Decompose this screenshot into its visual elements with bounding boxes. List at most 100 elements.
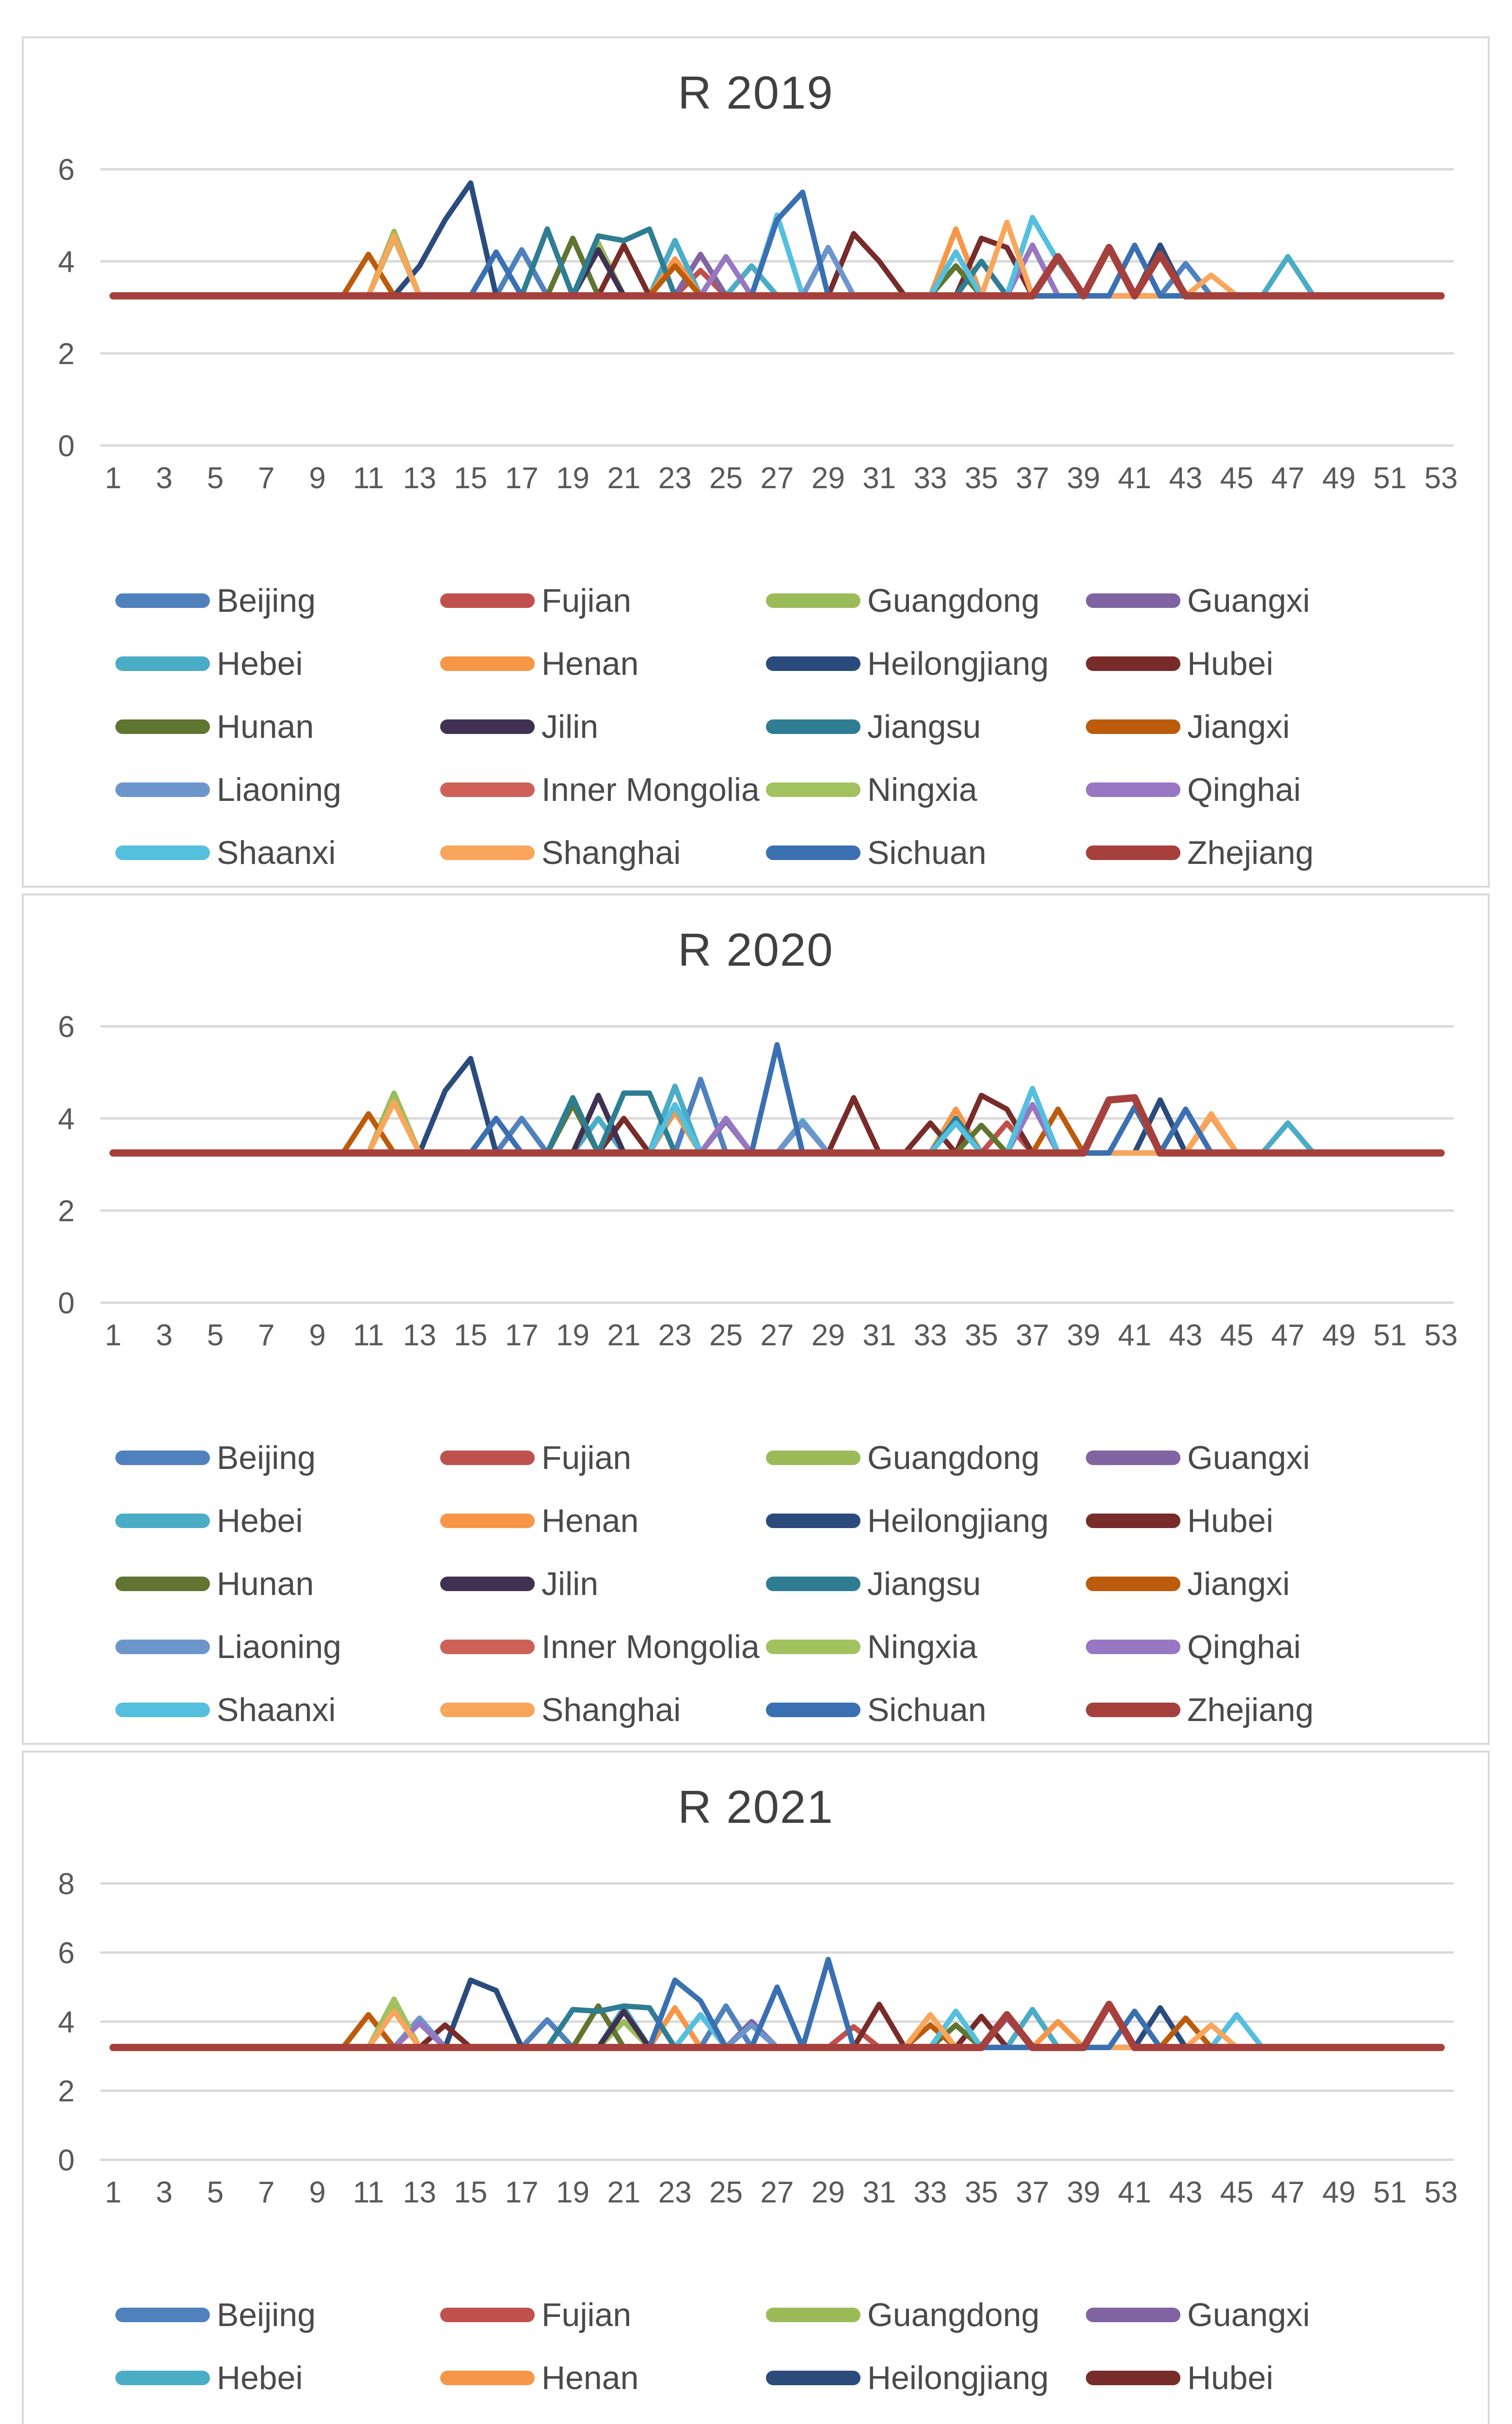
legend-label: Hunan [217, 1565, 314, 1602]
series-line-shanghai [110, 219, 1444, 299]
x-tick-label: 11 [353, 1319, 384, 1352]
legend-swatch-icon [115, 1703, 210, 1717]
chart-title: R 2019 [678, 67, 834, 119]
legend-item: Jilin [440, 2409, 766, 2424]
legend-item: Jiangxi [1086, 2409, 1444, 2424]
legend-swatch-icon [115, 1451, 210, 1465]
x-tick-label: 43 [1169, 2176, 1202, 2209]
legend-label: Liaoning [217, 771, 342, 808]
legend-swatch-icon [440, 1577, 535, 1591]
series-line-jilin [110, 1093, 1444, 1156]
legend-label: Henan [541, 1502, 639, 1539]
y-tick-label: 0 [58, 430, 75, 463]
legend-item: Qinghai [1086, 758, 1444, 821]
x-tick-label: 23 [658, 1319, 692, 1352]
series-line-hebei [110, 238, 1444, 299]
legend-item: Shanghai [440, 821, 766, 884]
series-line-shaanxi [110, 1085, 1444, 1156]
x-tick-label: 39 [1067, 2176, 1100, 2209]
x-tick-label: 27 [761, 1319, 794, 1352]
y-tick-label: 4 [58, 1102, 75, 1136]
legend-label: Beijing [217, 2296, 316, 2333]
legend-item: Guangdong [766, 2283, 1086, 2346]
x-tick-label: 37 [1016, 1319, 1049, 1352]
legend-item: Sichuan [766, 821, 1086, 884]
legend-label: Hebei [217, 1502, 303, 1539]
series-line-sichuan [110, 1042, 1444, 1156]
series-line-liaoning [110, 245, 1444, 299]
series-line-zhejiang [109, 2000, 1445, 2051]
series-line-zhejiang [109, 1094, 1445, 1157]
x-tick-label: 45 [1220, 462, 1254, 495]
legend-swatch-icon [440, 1514, 535, 1528]
series-line-hunan [110, 2003, 1444, 2050]
legend-swatch-icon [440, 719, 535, 734]
series-line-qinghai [110, 1102, 1444, 1156]
legend-label: Jilin [541, 1565, 599, 1602]
legend-item: Heilongjiang [766, 1489, 1086, 1552]
legend-item: Heilongjiang [766, 2346, 1086, 2409]
legend-item: Inner Mongolia [440, 1615, 766, 1678]
legend-item: Henan [440, 1489, 766, 1552]
x-tick-label: 13 [403, 462, 436, 495]
series-line-ningxia [110, 236, 1444, 299]
x-tick-label: 41 [1118, 462, 1151, 495]
legend-swatch-icon [115, 2308, 210, 2322]
legend-item: Inner Mongolia [440, 758, 766, 821]
x-tick-label: 53 [1424, 2176, 1458, 2209]
x-tick-label: 53 [1424, 1319, 1458, 1352]
legend-swatch-icon [766, 656, 860, 671]
legend-item: Hubei [1086, 2346, 1444, 2409]
legend-swatch-icon [1086, 2371, 1180, 2385]
x-tick-label: 17 [505, 462, 539, 495]
legend-item: Hunan [115, 1552, 440, 1615]
legend-label: Jilin [541, 708, 599, 745]
legend-item: Hebei [115, 632, 440, 695]
legend-label: Shanghai [541, 1691, 681, 1728]
legend-label: Jiangsu [867, 2422, 981, 2424]
x-tick-label: 27 [761, 462, 794, 495]
x-tick-label: 7 [258, 462, 274, 495]
series-line-sichuan [110, 1957, 1444, 2050]
x-tick-label: 31 [862, 2176, 896, 2209]
legend-label: Henan [541, 645, 639, 682]
y-tick-label: 2 [58, 337, 75, 371]
legend-label: Fujian [541, 2296, 632, 2333]
legend-swatch-icon [1086, 782, 1180, 797]
x-tick-label: 11 [353, 2176, 384, 2209]
x-tick-label: 39 [1067, 1319, 1100, 1352]
x-tick-label: 3 [156, 2176, 172, 2209]
x-tick-label: 23 [658, 462, 692, 495]
legend-item: Jiangxi [1086, 695, 1444, 758]
series-line-zhejiang [109, 244, 1445, 300]
series-line-beijing [110, 1076, 1444, 1156]
x-tick-label: 17 [505, 1319, 539, 1352]
legend-item: Ningxia [766, 758, 1086, 821]
legend-label: Qinghai [1187, 771, 1301, 808]
x-tick-label: 47 [1271, 1319, 1305, 1352]
legend-label: Liaoning [217, 1628, 342, 1665]
x-tick-label: 49 [1322, 2176, 1355, 2209]
x-tick-label: 9 [309, 2176, 326, 2209]
legend-item: Jilin [440, 695, 766, 758]
x-tick-label: 15 [454, 2176, 487, 2209]
series-line-henan [110, 2005, 1444, 2050]
legend-swatch-icon [766, 2371, 860, 2385]
x-tick-label: 29 [812, 1319, 845, 1352]
series-line-heilongjiang [110, 1056, 1444, 1156]
legend-item: Jiangsu [766, 695, 1086, 758]
legend-label: Jiangsu [867, 708, 981, 745]
x-tick-label: 37 [1016, 2176, 1049, 2209]
legend-label: Hebei [217, 2360, 303, 2396]
series-line-henan [110, 1106, 1444, 1156]
legend-label: Guangxi [1187, 1439, 1310, 1476]
legend-swatch-icon [1086, 1640, 1180, 1654]
legend-item: Hunan [115, 2409, 440, 2424]
series-line-guangdong [110, 2001, 1444, 2050]
legend-label: Jiangxi [1187, 2422, 1290, 2424]
legend-item: Beijing [115, 2283, 440, 2346]
x-tick-label: 31 [862, 1319, 896, 1352]
